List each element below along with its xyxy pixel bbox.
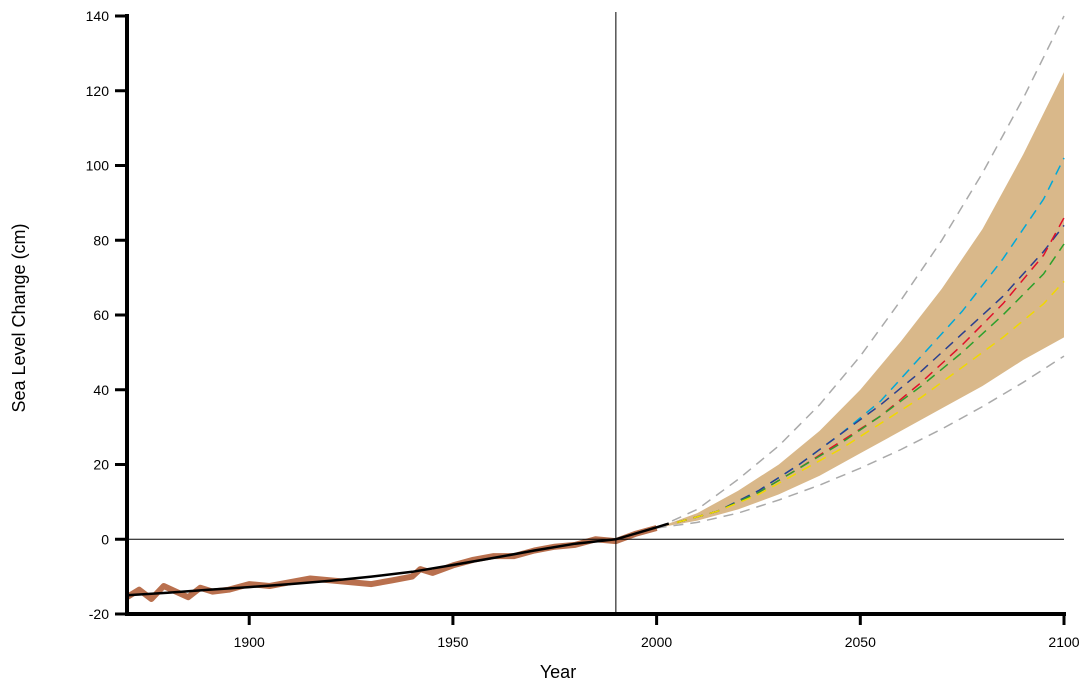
x-tick-label: 1900 xyxy=(234,634,265,650)
y-tick-label: 60 xyxy=(93,307,109,323)
y-tick-label: -20 xyxy=(89,606,109,622)
bands-layer xyxy=(656,72,1064,528)
y-tick-label: 40 xyxy=(93,382,109,398)
y-tick-label: 80 xyxy=(93,232,109,248)
axes-layer xyxy=(115,14,1066,625)
y-tick-label: 100 xyxy=(86,158,110,174)
y-axis-title: Sea Level Change (cm) xyxy=(9,223,29,412)
y-tick-label: 120 xyxy=(86,83,110,99)
x-axis-title: Year xyxy=(540,662,576,682)
y-tick-label: 0 xyxy=(101,531,109,547)
x-tick-label: 2000 xyxy=(641,634,672,650)
x-tick-label: 2100 xyxy=(1048,634,1079,650)
projection-band xyxy=(656,72,1064,528)
smoothed-trend-line xyxy=(126,522,670,597)
upper-bound-line xyxy=(656,15,1065,529)
reference-lines xyxy=(127,12,1064,614)
observed-sea-level-band xyxy=(125,525,658,602)
lines-layer xyxy=(125,15,1065,602)
y-tick-label: 20 xyxy=(93,457,109,473)
tick-labels: -20 0 20 40 60 80 100 120 140 1900 1950 2000 2050 210… xyxy=(86,8,1080,650)
x-tick-label: 1950 xyxy=(437,634,468,650)
y-tick-label: 140 xyxy=(86,8,110,24)
projection-line-2 xyxy=(676,224,1065,524)
lower-bound-line xyxy=(656,355,1065,529)
projection-line-4 xyxy=(676,243,1065,524)
projection-line-5 xyxy=(676,280,1065,524)
x-tick-label: 2050 xyxy=(845,634,876,650)
